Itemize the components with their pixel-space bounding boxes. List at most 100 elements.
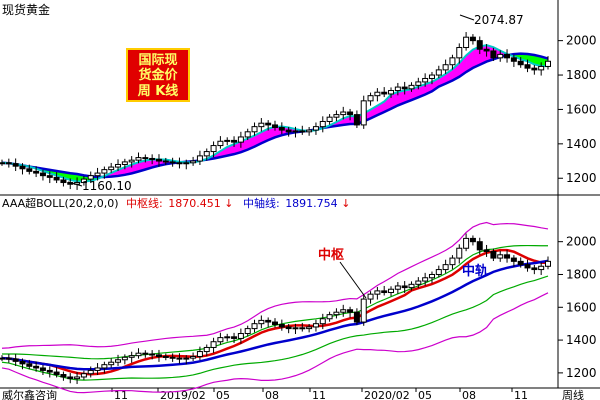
candle-body	[497, 53, 504, 59]
candle-body	[278, 127, 285, 131]
candle-body	[510, 57, 517, 62]
candle-body	[456, 247, 463, 259]
candle-body	[176, 357, 183, 360]
candle-body	[299, 327, 306, 330]
candle-body	[149, 353, 156, 356]
candle-body	[135, 352, 142, 357]
candle-body	[135, 157, 142, 161]
candle-body	[319, 318, 326, 325]
candle-body	[94, 367, 101, 371]
candle-body	[53, 176, 60, 181]
candle-body	[142, 157, 149, 160]
candle-body	[538, 65, 545, 71]
candle-body	[306, 326, 313, 330]
y-tick-label: 1800	[566, 267, 597, 281]
boll-name: AAA超BOLL(20,2,0,0)	[2, 196, 119, 210]
candle-body	[231, 139, 238, 143]
x-tick-label: 11	[514, 389, 528, 400]
candle-body	[326, 116, 333, 122]
candle-body	[469, 237, 476, 243]
candle-body	[237, 136, 244, 143]
x-tick-label: 08	[265, 389, 279, 400]
y-tick-label: 1800	[566, 68, 597, 82]
candle-body	[155, 158, 162, 162]
candle-body	[292, 130, 299, 133]
candle-body	[87, 369, 94, 375]
y-tick-label: 1400	[566, 137, 597, 151]
candle-body	[94, 172, 101, 177]
candle-body	[203, 151, 210, 157]
candle-body	[19, 360, 26, 365]
zhongshu-leader	[339, 261, 367, 299]
candle-body	[196, 351, 203, 357]
candle-body	[531, 67, 538, 71]
candle-body	[203, 346, 210, 353]
candle-body	[108, 361, 115, 366]
high-annotation: 2074.87	[474, 13, 524, 27]
y-tick-label: 1400	[566, 333, 597, 347]
candle-body	[217, 140, 224, 147]
candle-body	[26, 363, 33, 367]
candle-body	[0, 162, 5, 165]
boll-axis-value: 1891.754	[285, 197, 338, 210]
candle-body	[251, 323, 258, 330]
candle-body	[265, 122, 272, 126]
candle-body	[388, 288, 395, 294]
candle-body	[115, 359, 122, 363]
candle-body	[538, 265, 545, 271]
candle-body	[5, 357, 12, 360]
candle-body	[183, 357, 190, 360]
candle-body	[12, 163, 19, 167]
boll-axis-label: 中轴线:	[243, 196, 280, 210]
candle-body	[169, 161, 176, 164]
candle-body	[319, 120, 326, 128]
x-tick-label: 05	[216, 389, 230, 400]
candle-body	[224, 336, 231, 339]
candle-body	[531, 267, 538, 271]
candle-body	[435, 69, 442, 76]
candle-body	[210, 145, 217, 153]
candle-body	[67, 376, 74, 380]
candle-body	[60, 374, 67, 378]
candle-body	[504, 254, 511, 259]
candle-body	[476, 241, 483, 251]
high-leader	[459, 14, 475, 21]
candle-body	[340, 111, 347, 116]
candle-body	[5, 162, 12, 165]
candle-body	[510, 257, 517, 262]
candle-body	[422, 77, 429, 83]
label-zhongshu: 中枢	[318, 247, 344, 263]
candle-body	[415, 280, 422, 285]
ma-band-fill	[1, 44, 549, 182]
candle-body	[353, 114, 360, 126]
low-annotation: 1160.10	[82, 179, 132, 193]
candle-body	[545, 260, 551, 267]
candle-body	[251, 126, 258, 133]
candle-body	[326, 314, 333, 320]
candle-body	[517, 60, 524, 66]
low-leader	[67, 181, 83, 187]
candle-body	[244, 131, 251, 138]
candle-body	[408, 84, 415, 90]
label-zhonggui: 中轨	[462, 263, 488, 279]
x-tick-label: 2020/02	[364, 389, 410, 400]
candle-body	[278, 324, 285, 328]
candle-body	[299, 130, 306, 133]
candle-body	[108, 166, 115, 171]
candle-body	[428, 273, 435, 279]
candle-body	[456, 47, 463, 59]
candle-body	[101, 364, 108, 369]
candle-body	[408, 283, 415, 289]
candle-body	[497, 254, 504, 259]
badge-line1: 国际现	[138, 53, 177, 68]
candle-body	[128, 355, 135, 358]
candle-body	[87, 175, 94, 180]
candle-body	[428, 74, 435, 79]
candle-body	[449, 257, 456, 266]
candle-body	[217, 337, 224, 343]
boll-outer-lower	[1, 292, 549, 394]
candle-body	[374, 91, 381, 97]
y-tick-label: 1200	[566, 366, 597, 380]
candle-body	[388, 90, 395, 95]
candle-body	[306, 129, 313, 133]
